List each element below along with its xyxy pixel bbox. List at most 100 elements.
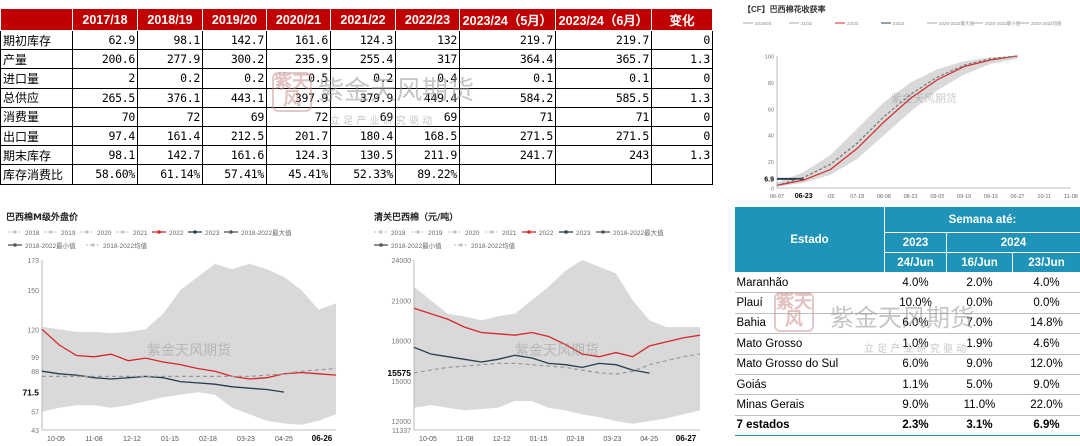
- table-cell: 132: [395, 29, 460, 51]
- legend-marker: [379, 230, 383, 234]
- table-cell: 62.9: [72, 29, 138, 51]
- table-cell: 585.5: [555, 87, 652, 108]
- legend-marker: [121, 230, 125, 234]
- estado-row: Maranhão 4.0% 2.0% 4.0%: [734, 272, 1080, 294]
- y-tick-label: 100: [765, 55, 774, 61]
- x-tick-label: 08-22: [904, 194, 918, 200]
- chart-watermark: 紫金天风期货: [891, 91, 957, 105]
- row-label: 产量: [0, 49, 73, 70]
- legend-label: 2019/20: [755, 21, 772, 26]
- row-label: 期末库存: [0, 145, 73, 166]
- series-line-2023: [41, 370, 285, 393]
- range-band: [777, 56, 1018, 187]
- estado-value: 22.0%: [1012, 394, 1080, 416]
- legend-label: 2019: [61, 230, 76, 237]
- legend-label: 2018-2022最大值: [613, 228, 664, 237]
- table-cell: 58.60%: [72, 164, 138, 185]
- legend-marker: [459, 243, 463, 247]
- y-tick-label: 11337: [392, 428, 411, 435]
- table-cell: 1.3: [651, 87, 713, 108]
- y-tick-label: 88: [31, 369, 39, 376]
- estado-value: 4.0%: [1012, 272, 1080, 294]
- estado-value: 5.0%: [946, 374, 1013, 396]
- table-cell: 0.1: [459, 68, 556, 89]
- x-tick-label: 06-27: [1011, 194, 1025, 200]
- table-cell: 0: [651, 29, 713, 51]
- y-tick-label: 120: [27, 327, 39, 334]
- table-cell: 211.9: [395, 145, 460, 166]
- legend-marker: [453, 230, 457, 234]
- table-cell: 364.4: [459, 49, 556, 70]
- table-cell: 71: [459, 106, 556, 127]
- legend-label: 2023: [205, 230, 220, 237]
- table-cell: 300.2: [202, 49, 267, 70]
- table-cell: 124.3: [330, 29, 396, 51]
- legend-label: 21/22: [801, 21, 813, 26]
- harvest-chart-panel: 【CF】巴西棉花收获率 2019/20 21/22 22/23 23/24 2020-20…: [735, 0, 1080, 200]
- y-tick-label: 80: [768, 81, 774, 87]
- estado-name: Goiás: [734, 374, 885, 396]
- table-cell: 271.5: [555, 125, 652, 147]
- table-cell: 45.41%: [266, 164, 331, 185]
- table-cell: 72: [137, 106, 203, 127]
- legend-marker: [157, 230, 161, 234]
- table-cell: 317: [395, 49, 460, 70]
- legend-label: 2023: [576, 230, 591, 237]
- series-line-2018-2022均值: [42, 367, 337, 377]
- table-cell: 52.33%: [330, 164, 396, 185]
- table-cell: 365.7: [555, 49, 652, 70]
- x-tick-label: 04-25: [640, 436, 658, 443]
- estado-value: 14.8%: [1012, 313, 1080, 335]
- table-cell: 376.1: [137, 87, 203, 108]
- table-cell: 277.9: [137, 49, 203, 70]
- estado-row: Bahia 6.0% 7.0% 14.8%: [734, 313, 1080, 335]
- estado-value: 9.0%: [946, 354, 1013, 375]
- x-tick-label: 06-23: [795, 193, 813, 200]
- estado-value: 12.0%: [1012, 354, 1080, 375]
- table-cell: 219.7: [555, 29, 652, 51]
- estado-value: 11.0%: [946, 394, 1013, 416]
- y-tick-label: 150: [27, 288, 39, 295]
- estado-value: 6.0%: [884, 313, 947, 335]
- date-header-2: 16/Jun: [946, 252, 1013, 273]
- estado-harvest-table: Estado Semana até: 2023 2024 24/Jun 16/J…: [734, 206, 1080, 437]
- table-cell: 69: [330, 106, 396, 127]
- table-row: 库存消费比 58.60% 61.14% 57.41% 45.41% 52.33% 89.22…: [0, 164, 713, 185]
- y-tick-label: 43: [31, 428, 39, 435]
- x-tick-label: 03-23: [603, 436, 621, 443]
- table-cell: 0.4: [395, 68, 460, 89]
- x-tick-label: 11-08: [456, 436, 473, 443]
- table-cell: 584.2: [459, 87, 556, 108]
- table-cell: 0: [651, 106, 713, 127]
- chart-watermark: 紫金天风期货: [147, 342, 231, 358]
- date-header-1: 24/Jun: [884, 252, 947, 273]
- estado-row: Mato Grosso 1.0% 1.9% 4.6%: [734, 333, 1080, 355]
- table-cell: 97.4: [72, 125, 138, 147]
- table-cell: 397.9: [266, 87, 331, 108]
- y-tick-label: 15000: [392, 379, 412, 386]
- estado-value: 9.0%: [1012, 374, 1080, 396]
- table-row: 总供应 265.5 376.1 443.1 397.9 379.9 449.4 584.2 58…: [0, 87, 713, 108]
- legend-label: 2018-2022最小值: [391, 241, 442, 250]
- estado-value: 3.1%: [946, 414, 1013, 437]
- y-tick-label: 57: [31, 410, 39, 417]
- table-cell: 0: [651, 125, 713, 147]
- estado-value: 2.3%: [884, 414, 947, 437]
- chart-title: 巴西棉M级外盘价: [6, 211, 79, 223]
- estado-value: 9.0%: [884, 394, 947, 416]
- x-tick-label: 12-12: [493, 436, 511, 443]
- table-cell: 98.1: [137, 29, 203, 51]
- legend-label: 2020-2022均值: [1031, 20, 1062, 27]
- table-cell: 70: [72, 106, 138, 127]
- y-tick-label: 15575: [387, 368, 411, 378]
- table-cell: 69: [395, 106, 460, 127]
- series-line-2022: [413, 307, 701, 358]
- legend-marker: [49, 230, 53, 234]
- balance-col-header-8: 2023/24（6月）: [555, 8, 652, 31]
- y-tick-label: 24000: [392, 258, 412, 265]
- balance-col-header-3: 2019/20: [202, 8, 267, 31]
- table-cell: 69: [202, 106, 267, 127]
- table-cell: 168.5: [395, 125, 460, 147]
- x-tick-label: 07-18: [850, 194, 864, 200]
- table-cell: [651, 164, 713, 185]
